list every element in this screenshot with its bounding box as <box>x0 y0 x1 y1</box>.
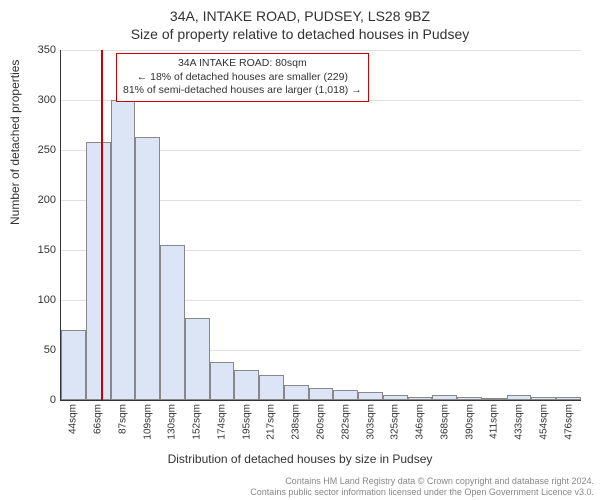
xtick-label: 238sqm <box>291 404 302 440</box>
histogram-chart: 05010015020025030035044sqm66sqm87sqm109s… <box>60 50 580 400</box>
xtick-label: 44sqm <box>68 404 79 434</box>
histogram-bar <box>358 392 383 400</box>
ytick-label: 300 <box>26 94 56 106</box>
annotation-line: 81% of semi-detached houses are larger (… <box>123 84 362 98</box>
histogram-bar <box>160 245 185 400</box>
xtick-label: 368sqm <box>439 404 450 440</box>
histogram-bar <box>457 397 482 400</box>
xtick-label: 303sqm <box>365 404 376 440</box>
xtick-label: 411sqm <box>489 404 500 439</box>
histogram-bar <box>482 398 507 400</box>
histogram-bar <box>333 390 358 400</box>
xtick-label: 174sqm <box>216 404 227 440</box>
ytick-label: 100 <box>26 294 56 306</box>
xtick-label: 454sqm <box>538 404 549 440</box>
annotation-line: ← 18% of detached houses are smaller (22… <box>123 71 362 85</box>
xtick-label: 433sqm <box>514 404 525 440</box>
xtick-label: 152sqm <box>192 404 203 440</box>
histogram-bar <box>383 395 408 400</box>
histogram-bar <box>259 375 284 400</box>
gridline <box>61 50 581 51</box>
xtick-label: 109sqm <box>142 404 153 440</box>
xtick-label: 130sqm <box>167 404 178 440</box>
xtick-label: 87sqm <box>117 404 128 434</box>
ytick-label: 250 <box>26 144 56 156</box>
histogram-bar <box>135 137 160 400</box>
page-title-line1: 34A, INTAKE ROAD, PUDSEY, LS28 9BZ <box>0 0 600 24</box>
annotation-line: 34A INTAKE ROAD: 80sqm <box>123 57 362 71</box>
histogram-bar <box>61 330 86 400</box>
histogram-bar <box>284 385 309 400</box>
histogram-bar <box>309 388 334 400</box>
plot-area: 05010015020025030035044sqm66sqm87sqm109s… <box>60 50 581 401</box>
xtick-label: 390sqm <box>464 404 475 440</box>
footer-attribution: Contains HM Land Registry data © Crown c… <box>250 476 594 498</box>
histogram-bar <box>185 318 210 400</box>
property-marker-line <box>101 50 103 400</box>
ytick-label: 50 <box>26 344 56 356</box>
ytick-label: 0 <box>26 394 56 406</box>
annotation-box: 34A INTAKE ROAD: 80sqm← 18% of detached … <box>116 53 369 102</box>
xtick-label: 66sqm <box>93 404 104 434</box>
ytick-label: 150 <box>26 244 56 256</box>
xtick-label: 260sqm <box>316 404 327 440</box>
histogram-bar <box>210 362 235 400</box>
ytick-label: 200 <box>26 194 56 206</box>
x-axis-label: Distribution of detached houses by size … <box>0 452 600 466</box>
xtick-label: 195sqm <box>241 404 252 440</box>
page-title-line2: Size of property relative to detached ho… <box>0 24 600 42</box>
y-axis-label: Number of detached properties <box>8 60 22 225</box>
histogram-bar <box>234 370 259 400</box>
xtick-label: 346sqm <box>415 404 426 440</box>
xtick-label: 282sqm <box>340 404 351 440</box>
histogram-bar <box>86 142 111 400</box>
histogram-bar <box>556 397 581 400</box>
histogram-bar <box>408 397 433 400</box>
footer-line2: Contains public sector information licen… <box>250 487 594 498</box>
histogram-bar <box>432 395 457 400</box>
xtick-label: 217sqm <box>266 404 277 440</box>
footer-line1: Contains HM Land Registry data © Crown c… <box>250 476 594 487</box>
histogram-bar <box>111 100 136 400</box>
xtick-label: 325sqm <box>390 404 401 440</box>
histogram-bar <box>507 395 532 400</box>
histogram-bar <box>531 397 556 400</box>
ytick-label: 350 <box>26 44 56 56</box>
xtick-label: 476sqm <box>563 404 574 440</box>
